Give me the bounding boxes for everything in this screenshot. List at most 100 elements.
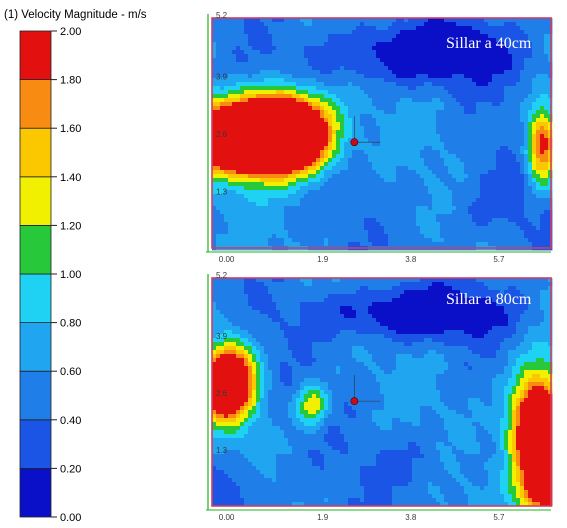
field-cell (412, 234, 417, 239)
field-cell (280, 142, 285, 147)
field-cell (492, 98, 497, 103)
field-cell (408, 142, 413, 147)
field-cell (240, 214, 245, 219)
field-cell (448, 230, 453, 235)
field-cell (304, 214, 309, 219)
field-cell (380, 106, 385, 111)
field-cell (400, 18, 405, 23)
field-cell (468, 194, 473, 199)
field-cell (468, 110, 473, 115)
field-cell (368, 162, 373, 167)
field-cell (436, 154, 441, 159)
field-cell (432, 118, 437, 123)
field-cell (488, 66, 493, 71)
field-cell (432, 126, 437, 131)
field-cell (544, 142, 549, 147)
field-cell (472, 62, 477, 67)
field-cell (328, 146, 333, 151)
field-cell (480, 62, 485, 67)
field-cell (520, 26, 525, 31)
field-cell (440, 114, 445, 119)
field-cell (532, 118, 537, 123)
field-cell (336, 18, 341, 23)
field-cell (368, 82, 373, 87)
field-cell (224, 126, 229, 131)
field-cell (272, 242, 277, 247)
field-cell (488, 74, 493, 79)
field-cell (456, 166, 461, 171)
field-cell (348, 154, 353, 159)
field-cell (364, 130, 369, 135)
field-cell (332, 114, 337, 119)
field-cell (236, 66, 241, 71)
field-cell (344, 90, 349, 95)
field-cell (300, 202, 305, 207)
field-cell (320, 146, 325, 151)
field-cell (332, 130, 337, 135)
field-cell (304, 226, 309, 231)
field-cell (432, 178, 437, 183)
field-cell (376, 22, 381, 27)
field-cell (388, 198, 393, 203)
field-cell (256, 278, 261, 283)
field-cell (316, 86, 321, 91)
field-cell (328, 82, 333, 87)
field-cell (352, 214, 357, 219)
field-cell (504, 70, 509, 75)
field-cell (220, 158, 225, 163)
field-cell (320, 46, 325, 51)
field-cell (256, 222, 261, 227)
field-cell (264, 78, 269, 83)
field-cell (368, 142, 373, 147)
field-cell (280, 194, 285, 199)
field-cell (236, 34, 241, 39)
field-cell (328, 34, 333, 39)
field-cell (468, 242, 473, 247)
field-cell (228, 278, 233, 283)
field-cell (452, 126, 457, 131)
field-cell (436, 226, 441, 231)
field-cell (460, 62, 465, 67)
field-cell (264, 194, 269, 199)
field-cell (236, 202, 241, 207)
field-cell (284, 74, 289, 79)
field-cell (364, 134, 369, 139)
field-cell (268, 50, 273, 55)
field-cell (500, 134, 505, 139)
field-cell (424, 194, 429, 199)
field-cell (368, 146, 373, 151)
field-cell (228, 242, 233, 247)
field-cell (260, 94, 265, 99)
field-cell (436, 62, 441, 67)
field-cell (464, 94, 469, 99)
field-cell (532, 122, 537, 127)
field-cell (436, 202, 441, 207)
field-cell (456, 62, 461, 67)
field-cell (488, 230, 493, 235)
field-cell (424, 166, 429, 171)
field-cell (308, 46, 313, 51)
field-cell (448, 222, 453, 227)
field-cell (352, 150, 357, 155)
field-cell (332, 182, 337, 187)
field-cell (312, 226, 317, 231)
field-cell (312, 102, 317, 107)
field-cell (524, 210, 529, 215)
field-cell (220, 58, 225, 63)
field-cell (348, 106, 353, 111)
field-cell (528, 50, 533, 55)
field-cell (492, 190, 497, 195)
field-cell (232, 278, 237, 283)
field-cell (268, 62, 273, 67)
field-cell (496, 170, 501, 175)
field-cell (380, 154, 385, 159)
field-cell (504, 226, 509, 231)
field-cell (272, 110, 277, 115)
field-cell (216, 146, 221, 151)
field-cell (536, 170, 541, 175)
field-cell (460, 90, 465, 95)
field-cell (512, 42, 517, 47)
field-cell (280, 230, 285, 235)
field-cell (276, 170, 281, 175)
field-cell (460, 142, 465, 147)
